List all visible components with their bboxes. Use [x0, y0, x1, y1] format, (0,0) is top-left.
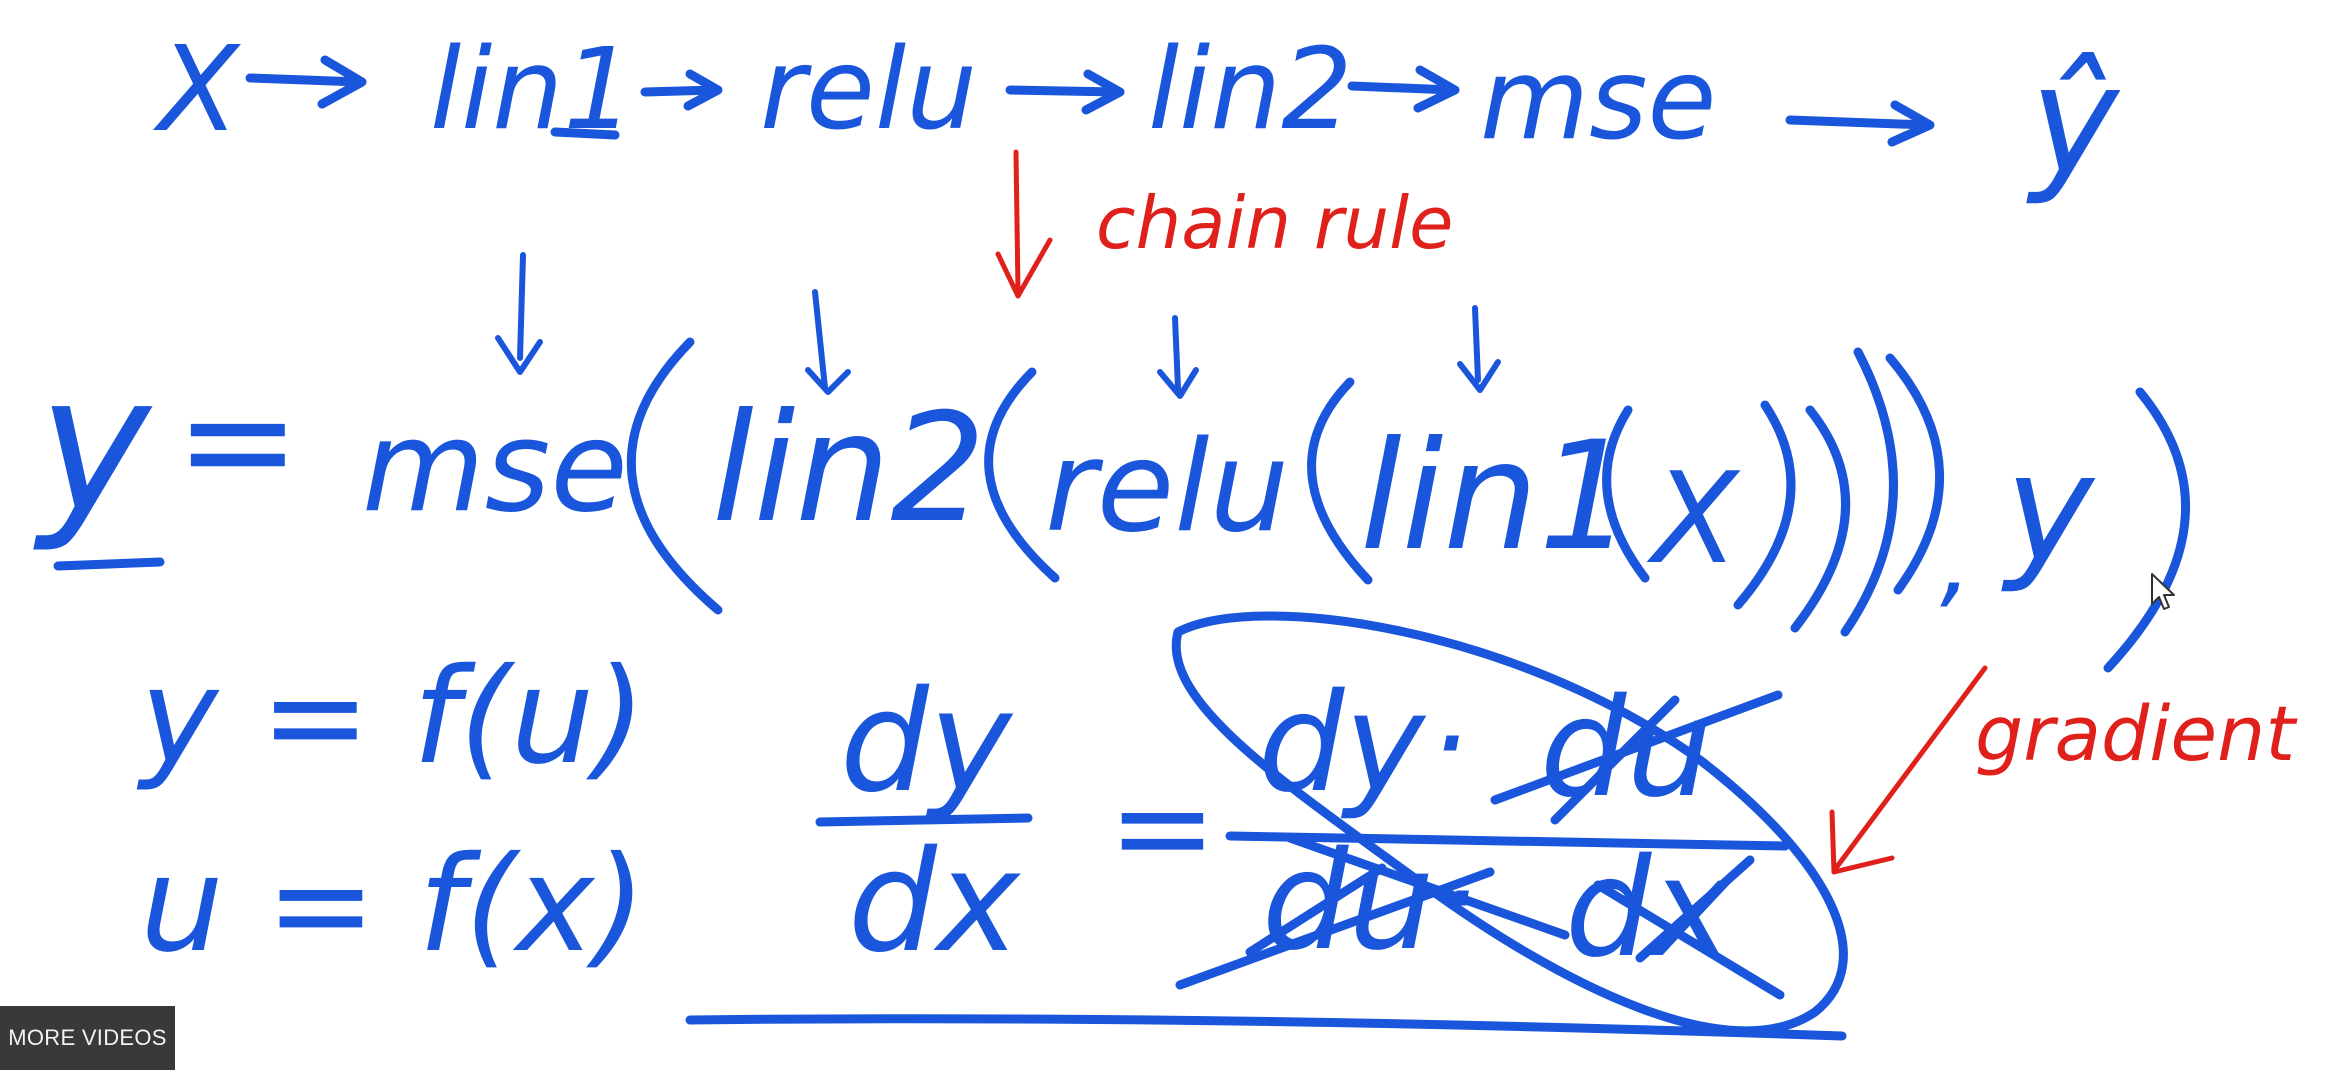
cancellation-loop	[1171, 611, 1848, 1036]
paren-close-inner	[1885, 353, 1945, 595]
paren-open-relu	[1307, 377, 1373, 585]
equation-lin2: lin2	[712, 382, 986, 556]
paren-open-lin2	[984, 367, 1060, 583]
pipeline-y-hat: ŷ	[2026, 34, 2121, 208]
lin1-underline	[550, 127, 620, 140]
more-videos-button[interactable]: MORE VIDEOS	[0, 1006, 175, 1070]
chain-rule-arrow	[995, 149, 1053, 299]
pipeline-arrow-3	[1005, 69, 1125, 115]
derivative-lhs-denominator: dx	[848, 821, 1022, 984]
derivative-rhs-denominator-dx: dx	[1565, 830, 1733, 988]
pointer-arrow-lin1	[1457, 305, 1501, 393]
derivative-lhs-fraction-bar	[815, 813, 1033, 827]
equation-comma: ,	[1940, 502, 1972, 619]
equation-mse: mse	[362, 393, 628, 540]
cancel-stroke-denominator	[1245, 863, 1387, 957]
substitution-line-1: y = f(u)	[136, 640, 646, 794]
pointer-arrow-lin2	[805, 289, 851, 395]
paren-open-mse	[626, 337, 723, 615]
cancel-stroke-dx-2	[1635, 855, 1755, 963]
result-underline	[685, 1014, 1847, 1041]
cancel-stroke-numerator	[1490, 690, 1783, 805]
pipeline-x: X	[152, 20, 241, 158]
equation-y: y	[2001, 422, 2096, 596]
equation-lin1: lin1	[1360, 410, 1634, 584]
pipeline-relu: relu	[760, 25, 977, 155]
paren-close-mse	[2103, 387, 2191, 673]
cancel-stroke-dx	[1593, 880, 1785, 1000]
equation-pointer-arrows	[495, 252, 1501, 399]
gradient-arrow	[1829, 665, 1988, 875]
substitution-block: y = f(u) u = f(x)	[136, 640, 646, 982]
pipeline-mse: mse	[1480, 35, 1716, 165]
pipeline-lin2: lin2	[1148, 25, 1352, 155]
gradient-annotation: gradient	[1829, 665, 2298, 875]
chain-rule-label: chain rule	[1096, 181, 1453, 265]
pipeline-arrow-4	[1347, 65, 1460, 113]
pipeline-arrow-5	[1785, 100, 1935, 147]
derivative-rhs-fraction-bar	[1225, 831, 1790, 851]
cancel-stroke-numerator-2	[1550, 695, 1680, 825]
pipeline-row: X lin1 relu lin2 mse ŷ	[152, 20, 2121, 208]
equation-relu: relu	[1045, 413, 1289, 560]
equation-equals: =	[175, 354, 301, 528]
gradient-label: gradient	[1975, 689, 2298, 778]
paren-close-lin2	[1840, 347, 1898, 637]
derivative-lhs-numerator: dy	[840, 661, 1014, 824]
equation-lhs-underline	[53, 557, 165, 571]
pipeline-arrow-2	[640, 69, 723, 111]
pointer-arrow-mse	[495, 252, 543, 375]
chain-rule-derivative: dy dx = dy · du du · dx	[685, 611, 1848, 1041]
paren-open-lin1	[1602, 405, 1650, 583]
derivative-rhs-numerator-dy: dy	[1258, 665, 1427, 823]
substitution-line-2: u = f(x)	[140, 828, 646, 982]
paren-close-relu	[1790, 405, 1851, 633]
mouse-cursor-icon	[2151, 573, 2175, 610]
equation-lhs-y: y	[33, 334, 153, 555]
derivative-equals: =	[1108, 751, 1217, 903]
chain-rule-annotation: chain rule	[995, 149, 1453, 299]
paren-close-lin1	[1733, 400, 1796, 610]
composition-equation: y = mse lin2 relu lin1 X , y	[33, 334, 2191, 673]
pointer-arrow-relu	[1157, 315, 1199, 399]
equation-x: X	[1646, 445, 1741, 592]
derivative-rhs-numerator-dot: ·	[1430, 675, 1468, 814]
pipeline-arrow-1	[245, 55, 367, 109]
